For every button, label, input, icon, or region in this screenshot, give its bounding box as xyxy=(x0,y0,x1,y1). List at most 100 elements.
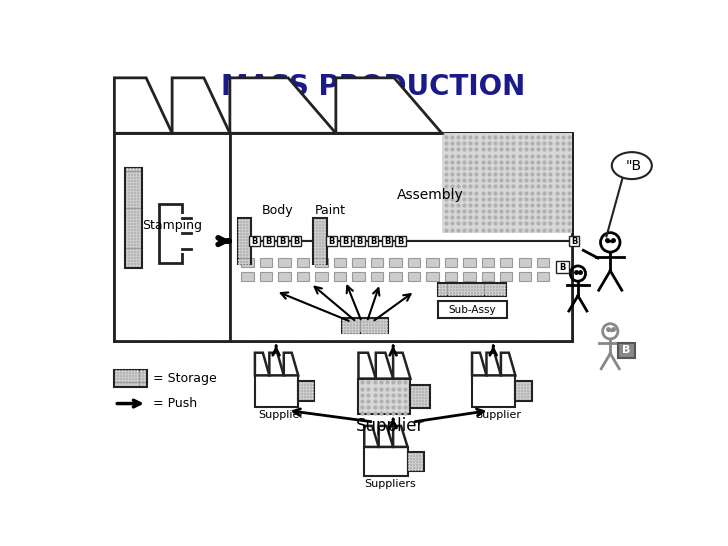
Bar xyxy=(249,236,260,246)
Bar xyxy=(315,272,328,281)
Bar xyxy=(371,272,383,281)
Text: B: B xyxy=(559,263,566,272)
Bar xyxy=(556,261,569,274)
Bar xyxy=(408,452,424,471)
Bar xyxy=(352,258,365,267)
Bar xyxy=(368,236,379,246)
Polygon shape xyxy=(393,353,411,378)
Bar xyxy=(395,236,406,246)
Bar xyxy=(313,218,327,264)
Bar xyxy=(408,258,420,267)
Text: B: B xyxy=(370,236,376,246)
Bar xyxy=(278,272,290,281)
Bar xyxy=(364,447,408,476)
Text: MASS PRODUCTION: MASS PRODUCTION xyxy=(221,73,525,101)
Bar xyxy=(426,272,438,281)
Text: B: B xyxy=(265,236,272,246)
Bar xyxy=(500,258,513,267)
Bar xyxy=(518,272,531,281)
Bar xyxy=(315,258,328,267)
Polygon shape xyxy=(336,78,442,133)
Bar xyxy=(381,236,392,246)
Text: "B: "B xyxy=(625,159,641,173)
Bar xyxy=(445,272,457,281)
Polygon shape xyxy=(501,353,515,375)
Bar xyxy=(500,272,513,281)
Bar xyxy=(438,301,507,318)
Bar xyxy=(326,236,337,246)
Bar xyxy=(518,258,531,267)
Polygon shape xyxy=(379,426,393,447)
Polygon shape xyxy=(364,426,379,447)
Polygon shape xyxy=(358,353,376,378)
Bar xyxy=(334,272,346,281)
Polygon shape xyxy=(393,426,408,447)
Text: = Storage: = Storage xyxy=(153,372,217,384)
Bar xyxy=(298,381,314,401)
Text: Sub-Assy: Sub-Assy xyxy=(448,305,496,314)
Polygon shape xyxy=(376,353,393,378)
Bar xyxy=(537,258,550,267)
Bar xyxy=(114,133,571,341)
Text: B: B xyxy=(571,236,577,246)
Polygon shape xyxy=(472,353,486,375)
Text: B: B xyxy=(279,236,285,246)
Text: B: B xyxy=(356,236,363,246)
Bar xyxy=(255,375,298,407)
Text: Supplier: Supplier xyxy=(355,417,424,435)
Bar xyxy=(408,272,420,281)
Bar xyxy=(159,204,182,263)
Polygon shape xyxy=(114,78,172,133)
Text: Body: Body xyxy=(262,204,293,217)
Bar xyxy=(442,133,571,233)
Bar xyxy=(618,343,635,358)
Bar xyxy=(278,258,290,267)
Bar xyxy=(371,258,383,267)
Bar xyxy=(463,258,475,267)
Polygon shape xyxy=(486,353,501,375)
Text: Assembly: Assembly xyxy=(397,188,464,202)
Bar xyxy=(482,258,494,267)
Bar xyxy=(341,318,388,334)
Bar xyxy=(472,375,515,407)
Text: B: B xyxy=(293,236,299,246)
Bar xyxy=(537,272,550,281)
Bar xyxy=(168,214,183,253)
Bar xyxy=(569,236,579,246)
Polygon shape xyxy=(269,353,284,375)
Bar xyxy=(482,272,494,281)
Text: B: B xyxy=(328,236,335,246)
Bar xyxy=(354,236,365,246)
Bar xyxy=(442,133,571,233)
Text: B: B xyxy=(251,236,258,246)
Text: Supplier: Supplier xyxy=(258,410,304,420)
Bar xyxy=(260,258,272,267)
Ellipse shape xyxy=(612,152,652,179)
Bar xyxy=(260,272,272,281)
Bar xyxy=(411,385,430,408)
Bar xyxy=(334,258,346,267)
Bar xyxy=(290,236,301,246)
Text: = Push: = Push xyxy=(153,397,197,410)
Bar xyxy=(242,258,254,267)
Bar xyxy=(352,272,365,281)
Bar xyxy=(463,272,475,281)
Text: B: B xyxy=(622,346,630,355)
Bar xyxy=(389,272,402,281)
Text: Stamping: Stamping xyxy=(142,219,202,232)
Bar xyxy=(297,272,309,281)
Polygon shape xyxy=(230,78,336,133)
Polygon shape xyxy=(284,353,298,375)
Text: B: B xyxy=(384,236,390,246)
Bar xyxy=(297,258,309,267)
Text: Paint: Paint xyxy=(314,204,346,217)
Bar xyxy=(114,133,230,341)
Polygon shape xyxy=(172,78,230,133)
Bar xyxy=(125,168,142,268)
Polygon shape xyxy=(255,353,269,375)
Text: Supplier: Supplier xyxy=(475,410,521,420)
Bar xyxy=(340,236,351,246)
Text: B: B xyxy=(342,236,349,246)
Bar xyxy=(237,218,251,264)
Bar xyxy=(263,236,274,246)
